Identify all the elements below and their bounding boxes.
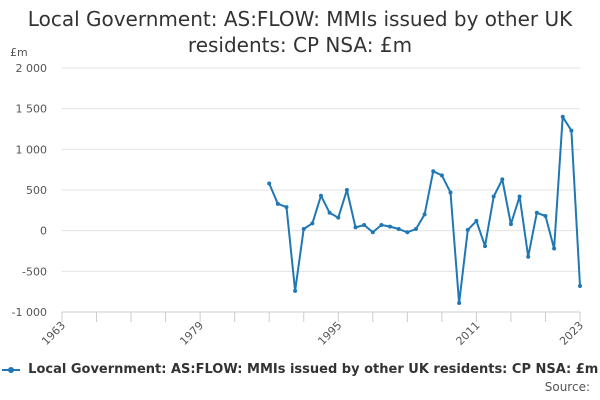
data-point <box>578 283 582 288</box>
legend[interactable]: Local Government: AS:FLOW: MMIs issued b… <box>0 362 600 377</box>
data-point <box>396 227 401 232</box>
data-point <box>543 214 548 219</box>
data-point <box>275 201 280 206</box>
data-point <box>439 173 444 178</box>
legend-label: Local Government: AS:FLOW: MMIs issued b… <box>28 362 599 377</box>
data-point <box>483 244 488 249</box>
data-point <box>422 212 427 217</box>
data-point <box>293 288 298 293</box>
data-point <box>552 246 557 251</box>
y-axis-label: £m <box>10 46 28 59</box>
data-point <box>569 128 574 133</box>
data-point <box>388 224 393 229</box>
y-tick-label: 500 <box>26 184 47 197</box>
axes: 2 000 1 500 1 000 500 0 -500 -1 000 £m 1963 1979 1… <box>10 46 586 348</box>
data-point <box>526 254 531 259</box>
y-tick-label: 2 000 <box>16 62 48 75</box>
y-tick-label: 1 500 <box>16 103 48 116</box>
data-point <box>457 301 462 306</box>
x-tick-label: 1979 <box>177 319 206 348</box>
data-point <box>353 225 358 230</box>
x-tick-label: 2011 <box>454 319 483 348</box>
data-point <box>310 221 315 226</box>
series-layer <box>267 114 582 306</box>
series-line <box>268 115 581 305</box>
source-label: Source: <box>544 380 590 394</box>
data-point <box>336 215 341 220</box>
gridlines <box>62 67 580 313</box>
data-point <box>370 230 375 235</box>
data-point <box>534 210 539 215</box>
data-point <box>413 227 418 232</box>
data-point <box>301 227 306 232</box>
data-point <box>379 222 384 227</box>
legend-line-marker-icon <box>1 365 20 375</box>
data-point <box>448 190 453 195</box>
y-tick-label: -500 <box>22 265 47 278</box>
data-point <box>267 181 272 186</box>
x-tick-label: 1963 <box>39 319 68 348</box>
y-tick-label: 0 <box>40 225 47 238</box>
data-point <box>474 218 479 223</box>
data-point <box>465 227 470 232</box>
data-point <box>508 222 513 227</box>
data-point <box>560 114 565 119</box>
data-point <box>284 205 289 210</box>
data-point <box>362 222 367 227</box>
chart-title: Local Government: AS:FLOW: MMIs issued b… <box>27 7 573 57</box>
data-point <box>319 193 323 198</box>
data-point <box>327 210 332 215</box>
data-point <box>431 169 436 174</box>
data-point <box>491 194 496 199</box>
data-point <box>344 188 349 192</box>
data-point <box>500 177 505 182</box>
x-tick-label: 1995 <box>315 319 344 348</box>
data-point <box>405 230 410 235</box>
y-tick-label: -1 000 <box>12 306 47 319</box>
y-tick-label: 1 000 <box>16 143 48 156</box>
x-tick-label: 2023 <box>557 319 586 348</box>
data-point <box>517 194 522 199</box>
